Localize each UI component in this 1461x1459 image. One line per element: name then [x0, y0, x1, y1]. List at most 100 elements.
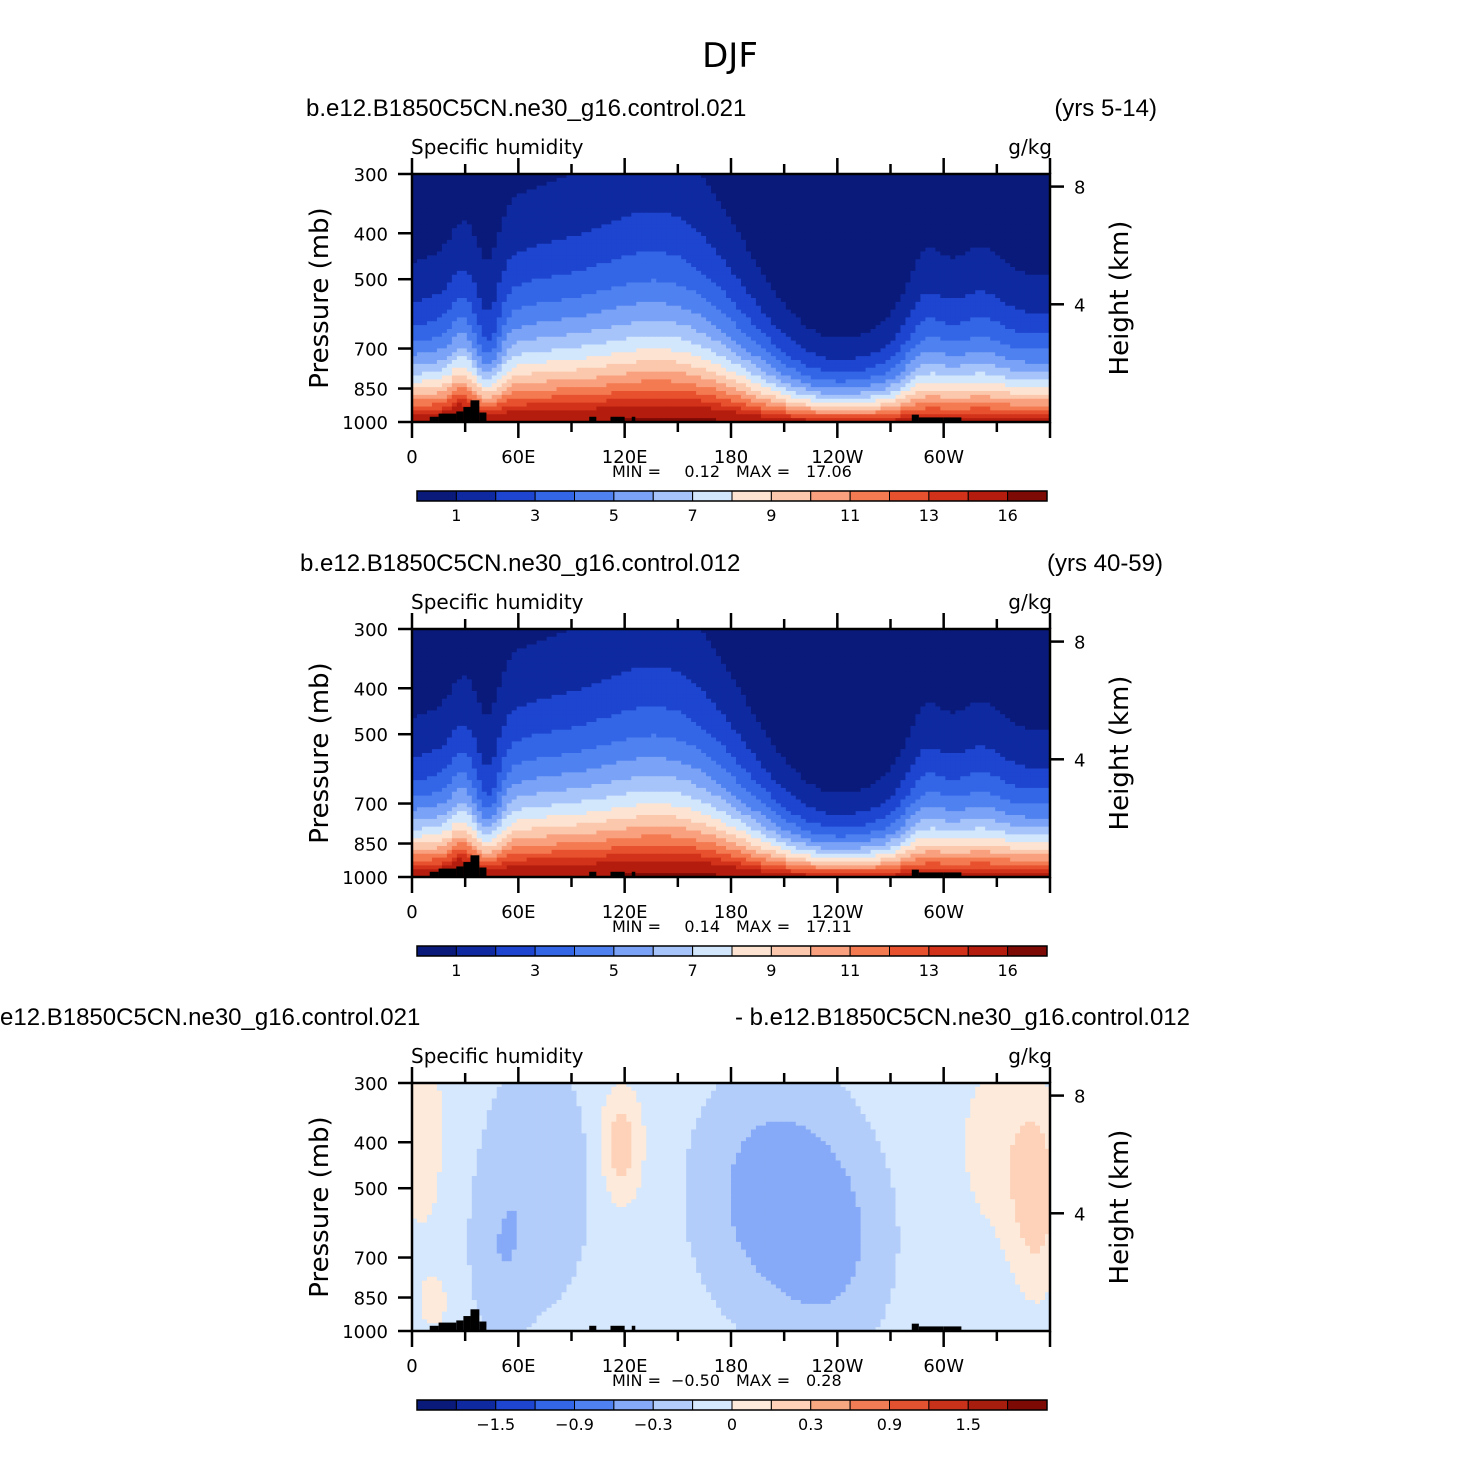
field-cell	[835, 224, 842, 229]
field-cell	[910, 267, 917, 272]
field-cell	[451, 189, 458, 194]
field-cell	[581, 298, 588, 303]
field-cell	[935, 270, 941, 276]
field-cell	[591, 321, 598, 326]
field-cell	[780, 197, 787, 202]
field-cell	[641, 193, 647, 198]
field-cell	[611, 197, 617, 202]
field-cell	[701, 298, 707, 303]
field-cell	[681, 243, 687, 249]
field-cell	[950, 197, 956, 202]
field-cell	[795, 251, 802, 256]
field-cell	[830, 220, 837, 225]
field-cell	[1000, 305, 1006, 311]
field-cell	[890, 317, 897, 322]
field-cell	[681, 174, 687, 179]
field-cell	[775, 309, 782, 315]
field-cell	[412, 181, 418, 187]
field-cell	[601, 282, 607, 287]
field-cell	[481, 185, 488, 191]
field-cell	[830, 259, 837, 264]
field-cell	[581, 189, 588, 194]
field-cell	[870, 193, 877, 198]
field-cell	[855, 301, 862, 307]
field-cell	[426, 278, 433, 284]
field-cell	[726, 270, 732, 276]
field-cell	[790, 232, 797, 237]
field-cell	[945, 305, 951, 311]
field-cell	[661, 267, 667, 272]
field-cell	[501, 243, 508, 249]
field-cell	[616, 205, 622, 210]
field-cell	[571, 189, 578, 194]
field-cell	[925, 290, 931, 295]
field-cell	[491, 189, 498, 194]
field-cell	[980, 243, 986, 249]
field-cell	[930, 239, 936, 245]
field-cell	[656, 259, 662, 264]
field-cell	[731, 313, 737, 318]
field-cell	[551, 321, 558, 326]
field-cell	[760, 197, 767, 202]
field-cell	[990, 201, 996, 206]
field-cell	[935, 197, 941, 202]
field-cell	[671, 255, 677, 260]
field-cell	[676, 270, 682, 276]
field-cell	[955, 305, 961, 311]
field-cell	[521, 278, 528, 284]
field-cell	[651, 321, 657, 326]
field-cell	[546, 282, 553, 287]
field-cell	[790, 243, 797, 249]
field-cell	[601, 232, 607, 237]
field-cell	[830, 243, 837, 249]
field-cell	[461, 197, 468, 202]
field-cell	[995, 243, 1001, 249]
field-cell	[661, 309, 667, 315]
field-cell	[980, 220, 986, 225]
field-cell	[925, 255, 931, 260]
field-cell	[426, 298, 433, 303]
field-cell	[805, 313, 812, 318]
field-cell	[755, 309, 762, 315]
field-cell	[965, 228, 971, 233]
field-cell	[526, 185, 533, 191]
field-cell	[1045, 294, 1051, 299]
field-cell	[865, 185, 872, 191]
field-cell	[421, 185, 428, 191]
field-cell	[860, 286, 867, 291]
field-cell	[860, 317, 867, 322]
field-cell	[471, 228, 478, 233]
field-cell	[696, 208, 702, 214]
field-cell	[431, 301, 438, 307]
field-cell	[800, 189, 807, 194]
field-cell	[686, 247, 692, 253]
field-cell	[721, 286, 727, 291]
field-cell	[676, 305, 682, 311]
field-cell	[551, 251, 558, 256]
field-cell	[830, 201, 837, 206]
field-cell	[800, 224, 807, 229]
field-cell	[626, 216, 632, 222]
field-cell	[566, 274, 573, 280]
field-cell	[661, 294, 667, 299]
field-cell	[596, 274, 602, 280]
field-cell	[706, 278, 712, 284]
field-cell	[960, 181, 966, 187]
field-cell	[656, 290, 662, 295]
field-cell	[451, 185, 458, 191]
field-cell	[750, 208, 757, 214]
field-cell	[421, 205, 428, 210]
field-cell	[731, 301, 737, 307]
field-cell	[740, 274, 747, 280]
field-cell	[641, 298, 647, 303]
field-cell	[820, 212, 827, 218]
field-cell	[636, 317, 642, 322]
field-cell	[845, 174, 852, 179]
field-cell	[825, 305, 832, 311]
field-cell	[830, 267, 837, 272]
field-cell	[711, 239, 717, 245]
field-cell	[940, 263, 946, 268]
field-cell	[566, 236, 573, 241]
field-cell	[935, 305, 941, 311]
field-cell	[940, 301, 946, 307]
